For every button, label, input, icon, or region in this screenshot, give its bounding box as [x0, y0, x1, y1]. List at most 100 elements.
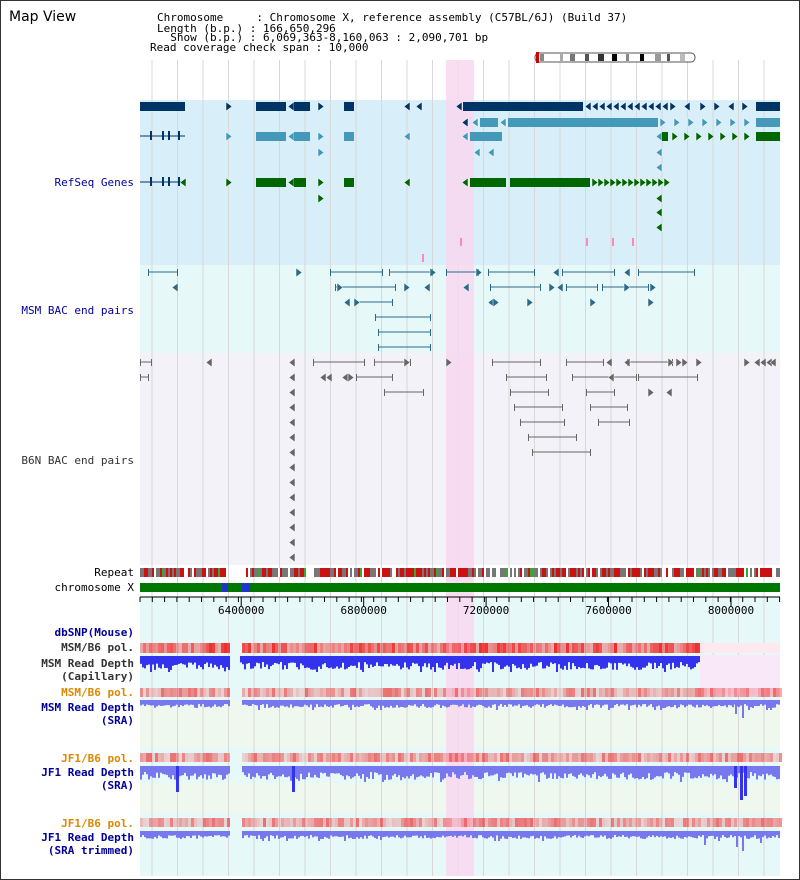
repeat-element: [532, 568, 534, 577]
read-depth-bin: [330, 656, 332, 668]
read-depth-bin: [362, 656, 364, 672]
read-depth-bin: [452, 700, 454, 705]
repeat-element: [486, 568, 488, 577]
polymorphism-bin: [497, 818, 500, 827]
polymorphism-bin: [179, 688, 182, 697]
repeat-element: [250, 568, 252, 577]
read-depth-bin: [724, 766, 726, 780]
read-depth-bin: [342, 656, 344, 663]
read-depth-bin: [554, 831, 556, 837]
read-depth-bin: [640, 700, 642, 707]
polymorphism-bin: [566, 818, 569, 827]
repeat-element: [730, 568, 732, 577]
read-depth-bin: [570, 766, 572, 774]
read-depth-bin: [418, 766, 420, 777]
polymorphism-bin: [221, 643, 224, 653]
gene-arrow-left: [473, 147, 481, 158]
polymorphism-bin: [176, 818, 179, 827]
polymorphism-bin: [533, 753, 536, 762]
polymorphism-bin: [701, 753, 704, 762]
read-depth-bin: [244, 766, 246, 776]
read-depth-bin: [198, 831, 200, 836]
polymorphism-bin: [476, 753, 479, 762]
polymorphism-bin: [203, 818, 206, 827]
polymorphism-bin: [605, 753, 608, 762]
read-depth-bin: [534, 766, 536, 775]
repeat-element: [498, 568, 500, 577]
read-depth-bin: [470, 766, 472, 779]
polymorphism-bin: [422, 753, 425, 762]
repeat-element: [632, 568, 634, 577]
polymorphism-bin: [707, 818, 710, 827]
read-depth-bin: [528, 766, 530, 776]
read-depth-bin: [486, 766, 488, 773]
read-depth-bin: [298, 656, 300, 670]
read-depth-bin: [778, 766, 780, 779]
msm-bac-label[interactable]: MSM BAC end pairs: [21, 304, 134, 317]
read-depth-bin: [406, 766, 408, 777]
features[interactable]: [140, 52, 782, 851]
read-depth-bin: [386, 656, 388, 665]
dbsnp-label[interactable]: dbSNP(Mouse): [54, 626, 134, 639]
polymorphism-bin: [143, 688, 146, 697]
polymorphism-bin: [365, 753, 368, 762]
read-depth-bin: [398, 700, 400, 708]
polymorphism-bin: [752, 753, 755, 762]
read-depth-bin: [632, 766, 634, 778]
read-depth-bin: [648, 831, 650, 836]
msm-bac-pair-end: [177, 269, 178, 276]
repeat-element: [276, 568, 278, 577]
read-depth-bin: [734, 831, 736, 837]
msm-bac-pair-end: [490, 284, 491, 291]
read-depth-bin: [430, 831, 432, 839]
read-depth-bin: [442, 700, 444, 706]
polymorphism-bin: [161, 753, 164, 762]
read-depth-bin: [694, 766, 696, 778]
polymorphism-bin: [509, 643, 512, 653]
read-depth-bin: [648, 700, 650, 706]
read-depth-bin: [650, 656, 652, 664]
read-depth-bin: [540, 766, 542, 774]
read-depth-bin: [564, 766, 566, 774]
polymorphism-bin: [539, 753, 542, 762]
refseq-genes-label[interactable]: RefSeq Genes: [54, 176, 134, 189]
polymorphism-bin: [521, 753, 524, 762]
polymorphism-bin: [686, 753, 689, 762]
polymorphism-bin: [575, 643, 578, 653]
read-depth-bin: [538, 831, 540, 839]
read-depth-bin: [166, 831, 168, 839]
read-depth-bin: [368, 700, 370, 705]
read-depth-bin: [506, 831, 508, 839]
read-depth-bin: [556, 700, 558, 706]
read-depth-bin: [146, 656, 148, 666]
read-depth-bin: [520, 656, 522, 670]
polymorphism-bin: [710, 688, 713, 697]
read-depth-bin: [700, 766, 702, 778]
polymorphism-bin: [197, 688, 200, 697]
repeat-element: [188, 568, 190, 577]
polymorphism-bin: [389, 688, 392, 697]
polymorphism-bin: [734, 818, 737, 827]
read-depth-bin: [318, 700, 320, 708]
polymorphism-bin: [467, 753, 470, 762]
polymorphism-bin: [722, 688, 725, 697]
b6n-bac-label[interactable]: B6N BAC end pairs: [21, 454, 134, 467]
read-depth-bin: [198, 766, 200, 777]
repeat-element: [644, 568, 646, 577]
polymorphism-bin: [737, 688, 740, 697]
polymorphism-bin: [449, 753, 452, 762]
read-depth-bin: [438, 766, 440, 773]
polymorphism-bin: [596, 688, 599, 697]
polymorphism-bin: [383, 753, 386, 762]
repeat-element: [416, 568, 418, 577]
polymorphism-bin: [482, 643, 485, 653]
read-depth-bin: [440, 656, 442, 668]
read-depth-bin: [602, 831, 604, 837]
gene-arrow-right: [681, 357, 689, 368]
polymorphism-bin: [431, 688, 434, 697]
polymorphism-bin: [209, 753, 212, 762]
msm-bac-pair-end: [430, 329, 431, 336]
read-depth-bin: [186, 656, 188, 668]
read-depth-bin: [322, 656, 324, 665]
